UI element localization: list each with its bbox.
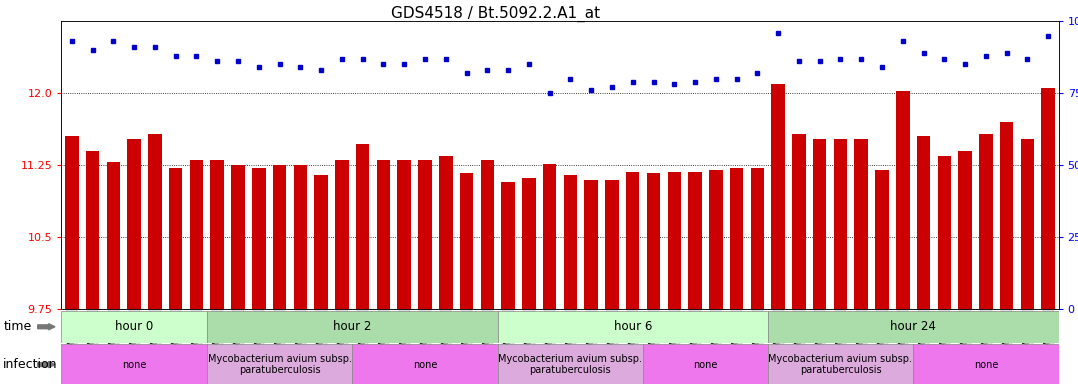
Bar (273, 165, 287, 309)
Bar (418, 160, 432, 309)
Bar (207, 344, 353, 384)
Text: hour 0: hour 0 (115, 320, 153, 333)
Bar (896, 91, 910, 309)
Bar (398, 160, 411, 309)
Bar (605, 180, 619, 309)
Bar (353, 344, 498, 384)
Bar (1041, 88, 1055, 309)
Bar (813, 139, 827, 309)
Bar (335, 160, 348, 309)
Bar (501, 182, 515, 309)
Bar (356, 144, 370, 309)
Text: hour 6: hour 6 (613, 320, 652, 333)
Bar (626, 172, 639, 309)
Bar (688, 172, 702, 309)
Bar (169, 168, 182, 309)
Bar (127, 139, 141, 309)
Bar (61, 344, 207, 384)
Text: hour 2: hour 2 (333, 320, 372, 333)
Bar (439, 156, 453, 309)
Bar (916, 136, 930, 309)
Bar (750, 168, 764, 309)
Bar (190, 160, 204, 309)
Text: infection: infection (3, 358, 58, 371)
Bar (293, 165, 307, 309)
Bar (913, 344, 1059, 384)
Text: time: time (3, 320, 31, 333)
Bar (938, 156, 951, 309)
Bar (210, 160, 224, 309)
Bar (543, 164, 556, 309)
Bar (792, 134, 805, 309)
Bar (584, 180, 598, 309)
Bar (564, 175, 577, 309)
Bar (481, 160, 494, 309)
Bar (768, 344, 913, 384)
Bar (522, 178, 536, 309)
Bar (768, 311, 1059, 343)
Bar (315, 175, 328, 309)
Text: GDS4518 / Bt.5092.2.A1_at: GDS4518 / Bt.5092.2.A1_at (391, 6, 600, 22)
Bar (148, 134, 162, 309)
Bar (875, 170, 888, 309)
Text: hour 24: hour 24 (890, 320, 936, 333)
Text: none: none (413, 359, 438, 370)
Bar (1000, 122, 1013, 309)
Bar (958, 151, 972, 309)
Bar (65, 136, 79, 309)
Text: Mycobacterium avium subsp.
paratuberculosis: Mycobacterium avium subsp. paratuberculo… (208, 354, 351, 376)
Bar (207, 311, 498, 343)
Bar (709, 170, 722, 309)
Text: none: none (973, 359, 998, 370)
Text: none: none (693, 359, 718, 370)
Bar (772, 84, 785, 309)
Bar (647, 173, 660, 309)
Bar (1021, 139, 1034, 309)
Bar (460, 173, 473, 309)
Bar (61, 311, 207, 343)
Bar (252, 168, 265, 309)
Text: none: none (122, 359, 147, 370)
Text: Mycobacterium avium subsp.
paratuberculosis: Mycobacterium avium subsp. paratuberculo… (498, 354, 642, 376)
Bar (86, 151, 99, 309)
Bar (376, 160, 390, 309)
Bar (498, 344, 644, 384)
Bar (644, 344, 768, 384)
Bar (232, 165, 245, 309)
Text: Mycobacterium avium subsp.
paratuberculosis: Mycobacterium avium subsp. paratuberculo… (769, 354, 912, 376)
Bar (498, 311, 768, 343)
Bar (667, 172, 681, 309)
Bar (730, 168, 744, 309)
Bar (979, 134, 993, 309)
Bar (833, 139, 847, 309)
Bar (107, 162, 120, 309)
Bar (855, 139, 868, 309)
